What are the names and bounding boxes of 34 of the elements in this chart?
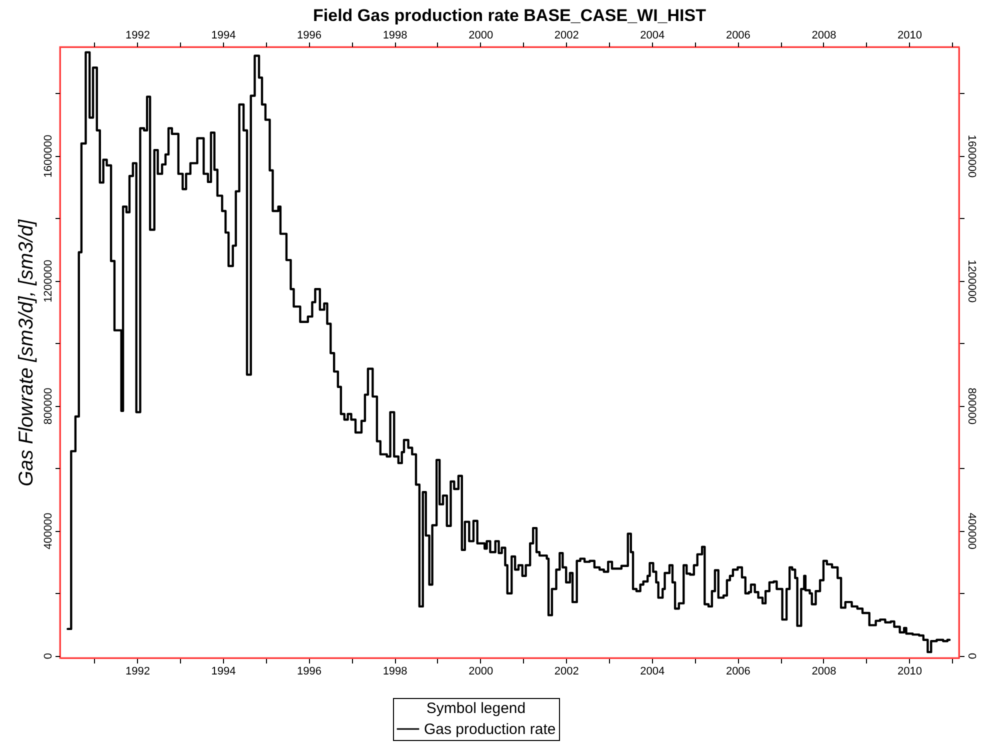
x-tick-label: 2008 — [812, 30, 836, 42]
y2-tick-label: 1600000 — [966, 134, 978, 178]
chart-title: Field Gas production rate BASE_CASE_WI_HIST — [313, 6, 707, 25]
y-tick-label: 800000 — [42, 388, 54, 424]
y-tick-label: 1200000 — [42, 260, 54, 303]
x2-tick-label: 2010 — [898, 666, 922, 678]
y-axis-title: Gas Flowrate [sm3/d], [sm3/d] — [16, 219, 38, 486]
x-tick-label: 2004 — [640, 30, 665, 42]
x-tick-label: 2002 — [554, 30, 579, 42]
x2-tick-label: 1992 — [125, 666, 150, 678]
x2-tick-label: 2000 — [468, 666, 494, 678]
legend-title: Symbol legend — [426, 700, 526, 717]
x2-tick-label: 1998 — [382, 666, 408, 678]
y2-tick-label: 400000 — [966, 512, 978, 550]
legend-label: Gas production rate — [424, 721, 556, 738]
x-tick-label: 2010 — [898, 30, 922, 42]
y2-tick-label: 1200000 — [966, 260, 978, 303]
x-tick-label: 2006 — [726, 30, 750, 42]
y-tick-label: 0 — [42, 652, 54, 660]
y2-tick-label: 800000 — [966, 388, 978, 424]
x-tick-label: 1996 — [297, 30, 322, 42]
y-tick-label: 400000 — [42, 512, 54, 550]
x2-tick-label: 2006 — [726, 666, 750, 678]
x2-tick-label: 2008 — [812, 666, 836, 678]
x2-tick-label: 2004 — [640, 666, 665, 678]
y2-tick-label: 0 — [966, 652, 978, 660]
x-tick-label: 1992 — [125, 30, 150, 42]
x-tick-label: 1994 — [211, 30, 236, 42]
x-tick-label: 1998 — [382, 30, 408, 42]
x2-tick-label: 1994 — [211, 666, 236, 678]
x2-tick-label: 2002 — [554, 666, 579, 678]
y-tick-label: 1600000 — [42, 134, 54, 178]
x2-tick-label: 1996 — [297, 666, 322, 678]
x-tick-label: 2000 — [468, 30, 494, 42]
